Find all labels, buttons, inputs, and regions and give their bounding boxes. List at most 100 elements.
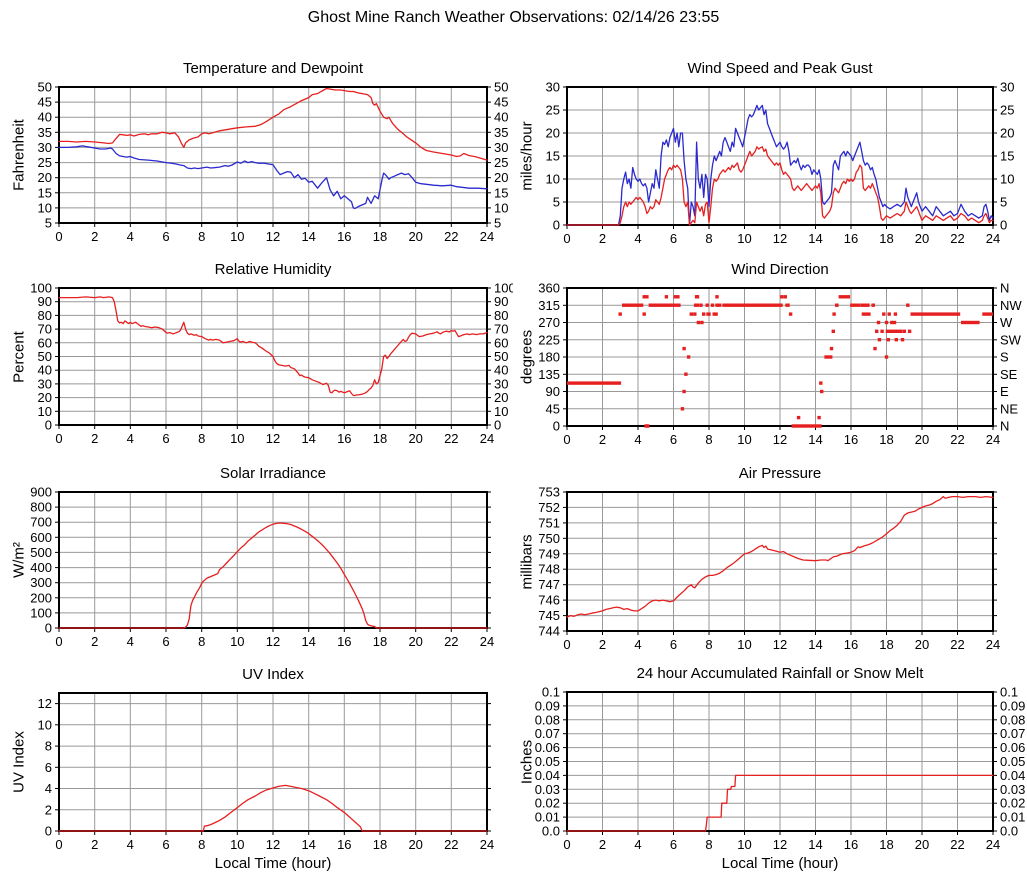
svg-text:24: 24 — [480, 431, 494, 446]
svg-text:752: 752 — [538, 500, 560, 515]
plot-area: 0 2 4 6 8 10 12 14 16 18 20 22 240.0 0.00.01 0.010.02 0… — [535, 685, 1026, 853]
svg-text:22: 22 — [950, 637, 964, 652]
svg-text:5: 5 — [45, 216, 52, 231]
svg-text:24: 24 — [986, 637, 1000, 652]
svg-text:22: 22 — [444, 634, 458, 649]
svg-text:20: 20 — [546, 126, 560, 141]
svg-text:0.07: 0.07 — [1000, 726, 1025, 741]
svg-text:100: 100 — [494, 281, 513, 296]
svg-text:8: 8 — [198, 431, 205, 446]
svg-text:10: 10 — [737, 432, 751, 447]
svg-text:40: 40 — [38, 110, 52, 125]
svg-text:E: E — [1000, 384, 1009, 399]
svg-text:10: 10 — [230, 634, 244, 649]
svg-text:14: 14 — [301, 837, 315, 852]
svg-text:0.09: 0.09 — [535, 698, 560, 713]
svg-text:700: 700 — [30, 515, 52, 530]
svg-text:10: 10 — [737, 637, 751, 652]
svg-text:6: 6 — [45, 760, 52, 775]
svg-text:2: 2 — [599, 432, 606, 447]
svg-text:4: 4 — [634, 837, 641, 852]
svg-text:90: 90 — [546, 384, 560, 399]
svg-text:745: 745 — [538, 608, 560, 623]
svg-text:40: 40 — [494, 363, 508, 378]
svg-text:24: 24 — [986, 231, 1000, 246]
svg-text:0: 0 — [45, 621, 52, 636]
svg-text:20: 20 — [915, 432, 929, 447]
svg-text:0: 0 — [563, 432, 570, 447]
chart-title: Air Pressure — [738, 465, 822, 482]
svg-text:16: 16 — [337, 229, 351, 244]
svg-text:14: 14 — [301, 229, 315, 244]
svg-text:50: 50 — [494, 349, 508, 364]
svg-text:25: 25 — [1000, 103, 1014, 118]
svg-text:0: 0 — [1000, 218, 1007, 233]
svg-text:15: 15 — [38, 185, 52, 200]
svg-text:0: 0 — [563, 231, 570, 246]
svg-text:2: 2 — [599, 231, 606, 246]
svg-text:20: 20 — [408, 634, 422, 649]
svg-text:10: 10 — [38, 404, 52, 419]
svg-text:14: 14 — [301, 431, 315, 446]
svg-text:40: 40 — [494, 110, 508, 125]
svg-text:0.01: 0.01 — [1000, 810, 1025, 825]
svg-text:8: 8 — [705, 637, 712, 652]
chart-title: Wind Direction — [731, 261, 829, 278]
svg-text:SE: SE — [1000, 367, 1018, 382]
svg-text:15: 15 — [494, 185, 508, 200]
chart-wind-direction: Wind Direction degrees 0 2 4 6 8 10 12 14 16 18 20… — [514, 256, 1027, 456]
svg-text:12: 12 — [38, 696, 52, 711]
svg-text:W: W — [1000, 315, 1013, 330]
svg-text:10: 10 — [494, 200, 508, 215]
svg-text:10: 10 — [737, 837, 751, 852]
svg-text:12: 12 — [266, 229, 280, 244]
svg-text:4: 4 — [127, 431, 134, 446]
svg-text:0: 0 — [553, 419, 560, 434]
svg-text:25: 25 — [494, 155, 508, 170]
svg-text:8: 8 — [45, 739, 52, 754]
svg-text:4: 4 — [127, 229, 134, 244]
svg-text:0: 0 — [55, 634, 62, 649]
chart-title: Wind Speed and Peak Gust — [687, 60, 873, 77]
svg-text:18: 18 — [373, 634, 387, 649]
svg-text:0.1: 0.1 — [1000, 685, 1018, 700]
svg-text:20: 20 — [494, 390, 508, 405]
svg-text:0: 0 — [45, 418, 52, 433]
svg-text:800: 800 — [30, 500, 52, 515]
svg-text:50: 50 — [38, 80, 52, 95]
svg-text:10: 10 — [230, 837, 244, 852]
svg-text:270: 270 — [538, 315, 560, 330]
svg-text:180: 180 — [538, 350, 560, 365]
svg-text:30: 30 — [38, 140, 52, 155]
svg-text:20: 20 — [38, 170, 52, 185]
svg-text:6: 6 — [162, 431, 169, 446]
svg-text:20: 20 — [915, 837, 929, 852]
svg-text:2: 2 — [45, 802, 52, 817]
svg-text:0.04: 0.04 — [1000, 768, 1025, 783]
chart-relative-humidity: Relative Humidity Percent 0 2 4 6 8 10 12 14 16 1… — [0, 256, 514, 456]
svg-text:5: 5 — [553, 195, 560, 210]
svg-text:0.06: 0.06 — [1000, 740, 1025, 755]
svg-text:15: 15 — [546, 149, 560, 164]
page-title: Ghost Mine Ranch Weather Observations: 0… — [307, 9, 720, 26]
svg-text:20: 20 — [408, 837, 422, 852]
svg-text:25: 25 — [38, 155, 52, 170]
svg-text:16: 16 — [844, 432, 858, 447]
svg-text:20: 20 — [915, 637, 929, 652]
svg-text:22: 22 — [950, 231, 964, 246]
svg-text:0: 0 — [553, 218, 560, 233]
svg-text:12: 12 — [266, 837, 280, 852]
svg-text:6: 6 — [670, 432, 677, 447]
svg-text:751: 751 — [538, 515, 560, 530]
svg-text:24: 24 — [986, 837, 1000, 852]
svg-text:2: 2 — [599, 637, 606, 652]
svg-text:2: 2 — [91, 229, 98, 244]
svg-text:90: 90 — [38, 294, 52, 309]
svg-text:500: 500 — [30, 545, 52, 560]
chart-title: UV Index — [242, 666, 304, 683]
svg-text:60: 60 — [494, 335, 508, 350]
